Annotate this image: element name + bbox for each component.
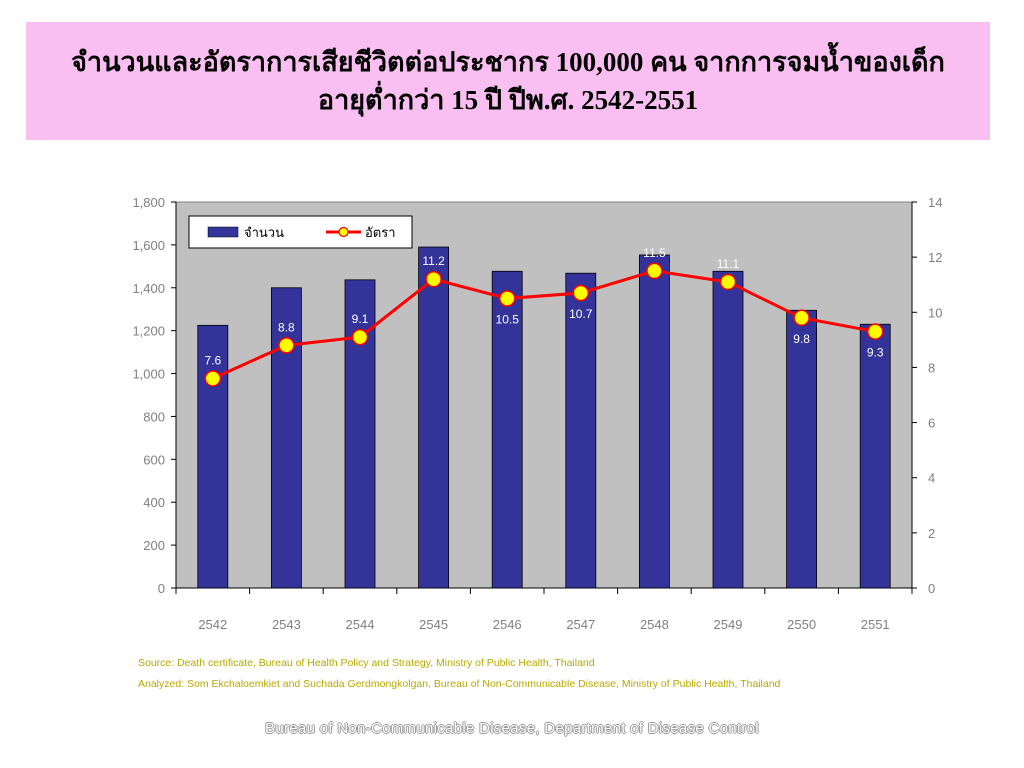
drowning-chart: 0 200 400 600 800 1,000 1,200 1,400 1,600 1,800 0 2… (132, 195, 942, 632)
rate-point (793, 309, 810, 327)
rate-data-label: 9.1 (352, 312, 369, 326)
right-tick-label: 14 (928, 195, 942, 210)
rate-line (212, 269, 876, 380)
bar (712, 270, 744, 589)
legend-bar-swatch (207, 226, 239, 238)
x-tick-label: 2547 (566, 617, 595, 632)
rate-point (719, 273, 737, 291)
x-tick-label: 2551 (861, 617, 890, 632)
x-tick-label: 2546 (493, 617, 522, 632)
bar (786, 309, 817, 589)
rate-data-label: 9.8 (793, 332, 810, 346)
right-tick-label: 8 (928, 360, 935, 375)
rate-point (425, 270, 442, 288)
left-tick-label: 1,000 (132, 367, 165, 382)
x-tick-label: 2550 (787, 617, 816, 632)
x-tick-label: 2549 (714, 617, 743, 632)
bar (491, 270, 523, 589)
rate-point (646, 262, 663, 280)
x-tick-label: 2542 (198, 617, 227, 632)
bar (565, 272, 597, 589)
right-tick-label: 12 (928, 250, 942, 265)
legend-line-marker (338, 226, 349, 238)
right-tick-label: 4 (928, 471, 935, 486)
x-tick-label: 2545 (419, 617, 448, 632)
left-tick-label: 800 (143, 409, 165, 424)
title-banner: จำนวนและอัตราการเสียชีวิตต่อประชากร 100,… (26, 22, 990, 140)
rate-point (498, 290, 516, 307)
rate-point (572, 284, 590, 302)
left-tick-label: 0 (158, 581, 165, 596)
right-tick-label: 6 (928, 416, 935, 431)
right-tick-label: 10 (928, 305, 942, 320)
left-tick-label: 400 (143, 495, 165, 510)
right-tick-label: 2 (928, 526, 935, 541)
right-tick-label: 0 (928, 581, 935, 596)
rate-data-label: 10.7 (569, 307, 593, 321)
bar (859, 323, 891, 589)
rate-data-label: 7.6 (204, 353, 221, 367)
bar (197, 324, 229, 589)
x-tick-label: 2548 (640, 617, 669, 632)
left-tick-label: 1,400 (132, 281, 165, 296)
bar (418, 246, 450, 589)
rate-data-label: 10.5 (496, 313, 520, 327)
left-tick-label: 600 (143, 452, 165, 467)
rate-data-label: 11.1 (717, 257, 740, 271)
analyzed-note: Analyzed: Som Ekchaloemkiet and Suchada … (138, 678, 781, 690)
chart-title-line1: จำนวนและอัตราการเสียชีวิตต่อประชากร 100,… (71, 47, 945, 77)
rate-data-label: 11.5 (643, 246, 666, 260)
x-tick-label: 2544 (346, 617, 375, 632)
rate-data-label: 11.2 (422, 254, 445, 268)
left-tick-label: 1,600 (132, 238, 165, 253)
left-tick-label: 1,200 (132, 324, 165, 339)
chart-title-line2: อายุต่ำกว่า 15 ปี ปีพ.ศ. 2542-2551 (317, 85, 699, 115)
x-tick-label: 2543 (272, 617, 301, 632)
rate-point (351, 328, 369, 346)
rate-point (278, 337, 295, 354)
rate-data-label: 9.3 (867, 346, 884, 360)
legend-bar-label: จำนวน (244, 225, 284, 240)
legend-line-label: อัตรา (365, 225, 396, 240)
rate-point (204, 370, 222, 387)
rate-point (866, 323, 884, 340)
source-note: Source: Death certificate, Bureau of Hea… (138, 657, 595, 669)
footer-org: Bureau of Non-Communicable Disease, Depa… (265, 720, 759, 737)
left-tick-label: 200 (143, 538, 165, 553)
rate-data-label: 8.8 (278, 320, 295, 334)
left-tick-label: 1,800 (132, 195, 165, 210)
bar (639, 254, 670, 589)
